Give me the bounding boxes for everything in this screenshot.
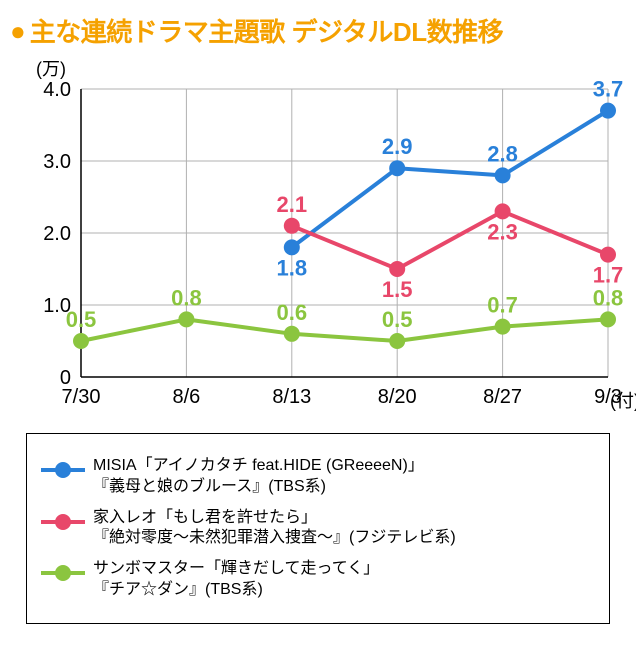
svg-text:0.6: 0.6 — [277, 300, 308, 325]
svg-text:2.9: 2.9 — [382, 134, 413, 159]
title-text: 主な連続ドラマ主題歌 デジタルDL数推移 — [30, 12, 503, 49]
svg-text:0.8: 0.8 — [171, 285, 202, 310]
svg-text:3.7: 3.7 — [593, 81, 623, 102]
legend-swatch — [41, 565, 85, 581]
svg-text:1.5: 1.5 — [382, 277, 413, 302]
legend-text: MISIA「アイノカタチ feat.HIDE (GReeeeN)」『義母と娘のブ… — [93, 456, 595, 498]
svg-text:8/27: 8/27 — [483, 386, 522, 408]
legend-text: 家入レオ「もし君を許せたら」『絶対零度〜未然犯罪潜入捜査〜』(フジテレビ系) — [93, 508, 595, 550]
svg-text:0.5: 0.5 — [382, 307, 413, 332]
legend-item: 家入レオ「もし君を許せたら」『絶対零度〜未然犯罪潜入捜査〜』(フジテレビ系) — [41, 508, 595, 550]
svg-text:2.8: 2.8 — [487, 141, 518, 166]
svg-text:7/30: 7/30 — [62, 386, 101, 408]
svg-text:4.0: 4.0 — [43, 81, 71, 101]
legend-item: MISIA「アイノカタチ feat.HIDE (GReeeeN)」『義母と娘のブ… — [41, 456, 595, 498]
svg-text:0.7: 0.7 — [487, 293, 518, 318]
chart-svg: 01.02.03.04.07/308/68/138/208/279/31.82.… — [13, 81, 623, 421]
svg-text:8/13: 8/13 — [272, 386, 311, 408]
svg-text:2.1: 2.1 — [277, 192, 308, 217]
svg-text:2.0: 2.0 — [43, 223, 71, 245]
svg-text:0.8: 0.8 — [593, 285, 623, 310]
y-axis-unit-label: (万) — [36, 55, 626, 81]
chart-title: ● 主な連続ドラマ主題歌 デジタルDL数推移 — [10, 12, 626, 49]
svg-text:1.7: 1.7 — [593, 263, 623, 288]
svg-text:3.0: 3.0 — [43, 151, 71, 173]
line-chart: 01.02.03.04.07/308/68/138/208/279/31.82.… — [13, 81, 623, 421]
title-bullet: ● — [10, 18, 26, 44]
legend-item: サンボマスター「輝きだして走ってく」『チア☆ダン』(TBS系) — [41, 559, 595, 601]
svg-text:2.3: 2.3 — [487, 219, 518, 244]
legend-swatch — [41, 462, 85, 478]
svg-text:0.5: 0.5 — [66, 307, 97, 332]
legend: MISIA「アイノカタチ feat.HIDE (GReeeeN)」『義母と娘のブ… — [26, 433, 610, 624]
svg-text:8/6: 8/6 — [172, 386, 200, 408]
svg-text:8/20: 8/20 — [378, 386, 417, 408]
legend-swatch — [41, 514, 85, 530]
svg-text:1.8: 1.8 — [277, 255, 308, 280]
legend-text: サンボマスター「輝きだして走ってく」『チア☆ダン』(TBS系) — [93, 559, 595, 601]
x-axis-suffix-label: (付) — [610, 387, 636, 413]
